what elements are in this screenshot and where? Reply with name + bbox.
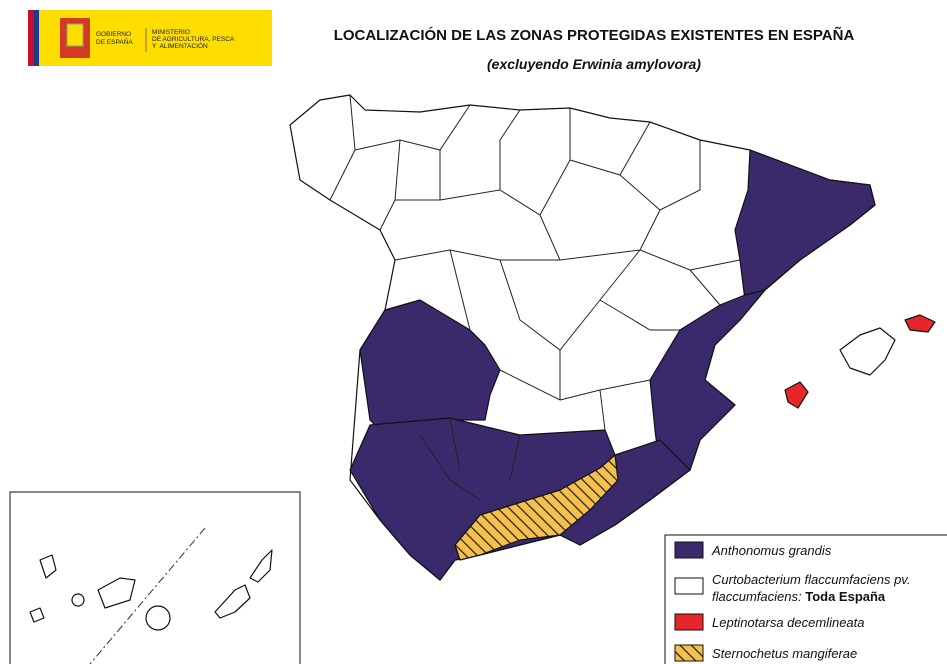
legend-label: flaccumfaciens: Toda España bbox=[712, 589, 886, 604]
legend: Anthonomus grandis Curtobacterium flaccu… bbox=[664, 534, 947, 664]
legend-label: Sternochetus mangiferae bbox=[712, 646, 857, 661]
legend-label: Leptinotarsa decemlineata bbox=[712, 615, 865, 630]
legend-swatch bbox=[674, 541, 704, 559]
title: LOCALIZACIÓN DE LAS ZONAS PROTEGIDAS EXI… bbox=[334, 26, 855, 44]
province-lines bbox=[329, 94, 741, 501]
zone-leptinotarsa bbox=[904, 314, 936, 333]
logo-text: DE ESPAÑA bbox=[96, 37, 133, 46]
zone-anthonomus bbox=[349, 417, 691, 581]
legend-swatch bbox=[674, 644, 704, 662]
zone-anthonomus bbox=[734, 149, 876, 301]
legend-label-part: Toda España bbox=[805, 589, 886, 604]
zone-anthonomus bbox=[649, 289, 766, 471]
logo-text: Y ALIMENTACIÓN bbox=[152, 41, 208, 50]
legend-label: Curtobacterium flaccumfaciens pv. bbox=[712, 572, 910, 587]
map bbox=[289, 94, 936, 581]
legend-label: Anthonomus grandis bbox=[711, 543, 832, 558]
logo-text: GOBIERNO bbox=[96, 31, 131, 38]
zone-sternochetus bbox=[454, 454, 619, 561]
subtitle: (excluyendo Erwinia amylovora) bbox=[487, 56, 701, 72]
legend-swatch bbox=[674, 577, 704, 595]
logo-text: DE AGRICULTURA, PESCA bbox=[152, 36, 235, 43]
legend-swatch bbox=[674, 613, 704, 631]
legend-label-part: flaccumfaciens: bbox=[712, 589, 802, 604]
mallorca bbox=[839, 327, 896, 376]
zone-leptinotarsa bbox=[784, 381, 809, 409]
logo-text: MINISTERIO bbox=[152, 29, 190, 36]
canary-inset bbox=[9, 491, 301, 664]
logo: GOBIERNO DE ESPAÑA MINISTERIO DE AGRICUL… bbox=[28, 10, 272, 66]
